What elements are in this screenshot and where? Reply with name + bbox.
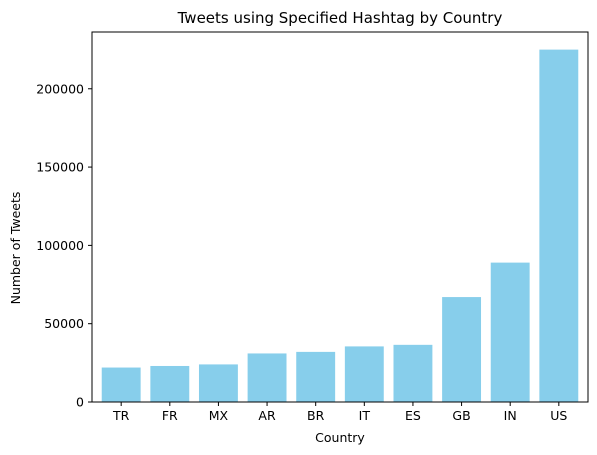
bar-br — [296, 352, 335, 402]
bar-it — [345, 346, 384, 402]
bar-in — [491, 263, 530, 402]
x-axis-title: Country — [315, 430, 365, 445]
x-tick-label: GB — [452, 408, 470, 423]
bar-fr — [150, 366, 189, 402]
y-tick-label: 200000 — [36, 81, 84, 96]
bar-mx — [199, 364, 238, 402]
x-ticks: TR FR MX AR BR IT ES GB IN US — [112, 402, 567, 423]
x-tick-label: MX — [209, 408, 229, 423]
bar-us — [539, 50, 578, 402]
x-tick-label: ES — [405, 408, 421, 423]
bar-ar — [248, 353, 287, 402]
y-tick-label: 100000 — [36, 238, 84, 253]
chart-title: Tweets using Specified Hashtag by Countr… — [177, 9, 503, 27]
y-tick-label: 50000 — [44, 316, 84, 331]
x-tick-label: TR — [112, 408, 130, 423]
bar-gb — [442, 297, 481, 402]
x-tick-label: FR — [162, 408, 178, 423]
x-tick-label: IN — [504, 408, 517, 423]
bar-tr — [102, 368, 141, 402]
x-tick-label: US — [550, 408, 567, 423]
y-tick-label: 150000 — [36, 160, 84, 175]
y-ticks: 0 50000 100000 150000 200000 — [36, 81, 92, 409]
bar-es — [393, 345, 432, 402]
y-tick-label: 0 — [76, 395, 84, 410]
y-axis-title: Number of Tweets — [8, 192, 23, 305]
x-tick-label: IT — [359, 408, 371, 423]
x-tick-label: BR — [307, 408, 325, 423]
bars-group — [102, 50, 579, 402]
x-tick-label: AR — [258, 408, 276, 423]
